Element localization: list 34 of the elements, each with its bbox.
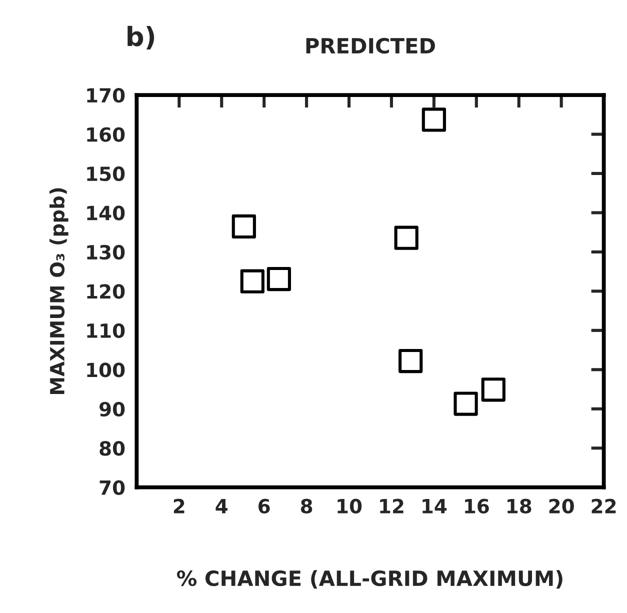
x-tick-label: 18 <box>508 498 532 514</box>
x-axis-title: % CHANGE (ALL-GRID MAXIMUM) <box>176 570 562 589</box>
y-tick-label: 140 <box>87 206 125 220</box>
y-tick-label: 120 <box>87 284 125 299</box>
point <box>454 392 478 416</box>
x-tick-label: 20 <box>549 498 574 514</box>
point <box>398 348 423 374</box>
y-tick-label: 110 <box>87 323 125 338</box>
point <box>422 108 446 132</box>
x-tick-label: 6 <box>258 498 270 514</box>
x-tick-label: 10 <box>338 498 362 514</box>
x-tick-label: 2 <box>174 498 184 514</box>
y-axis-title: MAXIMUM O₃ (ppb) <box>50 188 68 394</box>
point <box>240 269 264 294</box>
y-tick-label: 70 <box>100 480 125 495</box>
y-tick-label: 160 <box>87 127 125 142</box>
x-tick-label: 14 <box>422 499 447 514</box>
y-tick-label: 100 <box>87 362 125 378</box>
point <box>232 214 256 239</box>
y-tick-label: 150 <box>87 166 125 182</box>
point <box>266 266 292 292</box>
y-tick-label: 90 <box>100 402 125 417</box>
chart-title: PREDICTED <box>306 38 435 54</box>
x-tick-label: 12 <box>380 498 404 514</box>
x-tick-label: 4 <box>216 499 228 514</box>
point <box>394 226 418 250</box>
point <box>481 378 506 402</box>
text: b) <box>128 26 154 50</box>
y-tick-label: 80 <box>100 441 125 456</box>
x-tick-label: 8 <box>300 498 312 514</box>
y-tick-label: 130 <box>87 244 125 260</box>
x-tick-label: 16 <box>465 498 489 514</box>
x-tick-label: 22 <box>592 498 616 514</box>
y-tick-label: 170 <box>87 88 125 103</box>
